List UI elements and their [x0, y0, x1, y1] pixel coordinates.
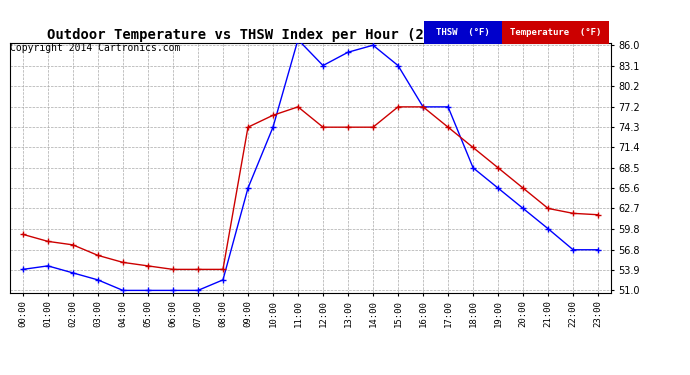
Title: Outdoor Temperature vs THSW Index per Hour (24 Hours)  20140928: Outdoor Temperature vs THSW Index per Ho… — [47, 28, 574, 42]
Text: Copyright 2014 Cartronics.com: Copyright 2014 Cartronics.com — [10, 43, 181, 53]
Bar — [424, 21, 502, 44]
Text: Temperature  (°F): Temperature (°F) — [510, 28, 601, 37]
Text: THSW  (°F): THSW (°F) — [436, 28, 490, 37]
Bar — [502, 21, 609, 44]
